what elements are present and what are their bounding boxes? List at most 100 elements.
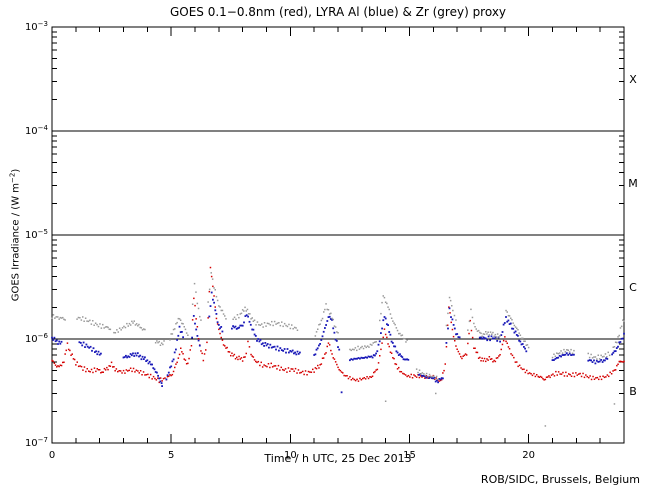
data-point: [258, 340, 261, 343]
data-point: [428, 373, 431, 376]
data-point: [234, 358, 237, 360]
data-point: [508, 323, 511, 325]
data-point: [423, 373, 425, 375]
data-point: [398, 366, 400, 369]
data-point: [54, 364, 57, 366]
data-point: [181, 351, 183, 353]
data-point: [121, 372, 123, 374]
data-point: [262, 342, 264, 345]
data-point: [346, 375, 348, 377]
data-point: [512, 322, 514, 324]
data-point: [393, 322, 395, 324]
data-point: [484, 337, 487, 340]
data-point: [250, 353, 252, 356]
data-point: [544, 425, 547, 427]
data-point: [294, 367, 297, 370]
data-point: [567, 349, 569, 351]
data-point: [406, 339, 408, 341]
data-point: [225, 318, 227, 320]
data-point: [299, 372, 301, 374]
data-point: [509, 322, 512, 325]
data-point: [604, 359, 606, 362]
data-point: [200, 350, 202, 352]
data-point: [216, 323, 219, 325]
data-point: [286, 348, 289, 350]
data-point: [375, 341, 377, 343]
data-point: [56, 366, 58, 368]
data-point: [434, 377, 436, 380]
data-point: [201, 352, 203, 355]
data-point: [263, 345, 265, 347]
data-point: [433, 375, 435, 377]
x-tick-label: 15: [403, 450, 416, 461]
data-point: [183, 326, 185, 328]
data-point: [373, 371, 375, 374]
data-point: [397, 354, 400, 356]
data-point: [347, 377, 350, 380]
data-point: [496, 357, 499, 359]
data-point: [304, 370, 307, 372]
data-point: [334, 326, 337, 328]
data-point: [175, 323, 177, 325]
data-point: [439, 378, 442, 381]
data-point: [487, 335, 490, 338]
data-point: [142, 358, 145, 360]
data-point: [576, 374, 578, 376]
data-point: [320, 363, 323, 365]
data-point: [220, 326, 223, 328]
data-point: [377, 362, 380, 364]
data-point: [522, 337, 524, 340]
data-point: [506, 320, 509, 323]
data-point: [292, 368, 294, 370]
data-point: [614, 350, 617, 352]
data-point: [171, 373, 174, 376]
data-point: [414, 375, 416, 377]
data-point: [217, 324, 220, 326]
data-point: [196, 302, 199, 305]
data-point: [514, 330, 517, 333]
data-point: [571, 353, 574, 356]
data-point: [392, 320, 394, 322]
data-point: [71, 353, 73, 355]
data-point: [156, 340, 158, 342]
flare-class-labels: X M C B: [628, 73, 638, 398]
data-point: [264, 342, 267, 344]
data-point: [568, 352, 571, 355]
data-point: [228, 351, 231, 353]
data-point: [616, 364, 618, 367]
data-point: [255, 360, 257, 363]
data-point: [81, 344, 84, 347]
data-point: [371, 375, 374, 377]
data-point: [144, 374, 146, 376]
data-point: [482, 360, 485, 362]
data-point: [102, 371, 104, 373]
data-point: [170, 374, 172, 377]
data-point: [152, 367, 155, 369]
data-point: [561, 354, 564, 356]
data-point: [619, 360, 622, 363]
data-point: [255, 324, 257, 326]
data-point: [333, 358, 336, 360]
data-point: [207, 301, 209, 303]
data-point: [257, 360, 260, 363]
data-point: [518, 364, 521, 367]
data-point: [179, 331, 182, 333]
data-point: [271, 366, 274, 368]
data-point: [140, 358, 143, 361]
data-point: [282, 350, 285, 352]
data-point: [606, 358, 609, 360]
data-point: [452, 309, 454, 312]
data-point: [231, 352, 233, 354]
data-point: [192, 315, 195, 317]
data-point: [265, 325, 267, 327]
data-point: [170, 365, 173, 368]
data-point: [597, 361, 600, 363]
data-point: [286, 325, 289, 328]
data-point: [124, 326, 127, 329]
data-point: [280, 366, 282, 369]
data-point: [245, 314, 248, 317]
data-point: [319, 343, 321, 345]
data-point: [618, 360, 620, 363]
data-point: [448, 306, 450, 308]
data-point: [285, 324, 287, 327]
